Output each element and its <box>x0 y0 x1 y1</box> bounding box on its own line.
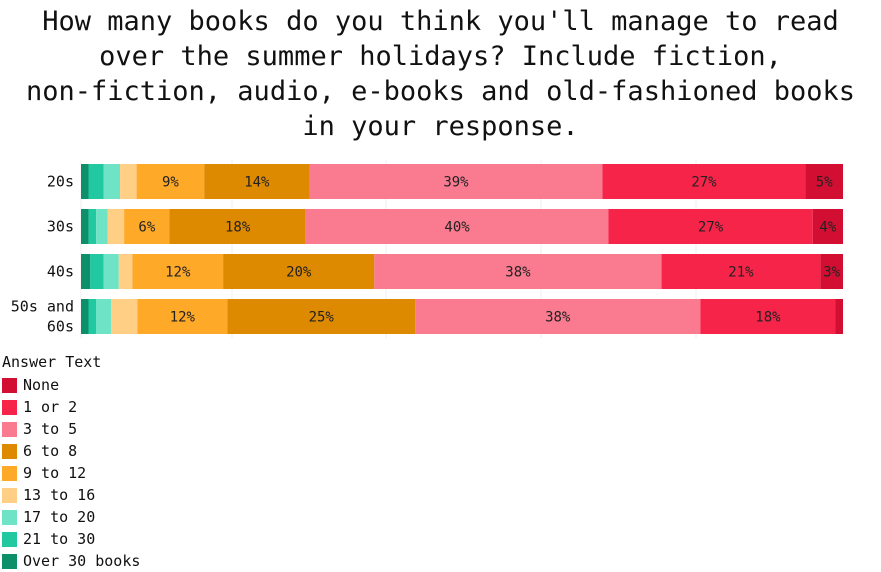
legend-label: 6 to 8 <box>23 442 78 460</box>
category-label: 50s and <box>11 298 74 316</box>
bar-segment <box>81 299 89 334</box>
bar-segment <box>90 254 104 289</box>
bar-segment <box>88 209 97 244</box>
legend-swatch <box>2 553 17 569</box>
data-label: 14% <box>244 175 270 191</box>
bar-segment <box>374 254 662 289</box>
bar-segment <box>118 254 133 289</box>
data-label: 27% <box>691 175 717 191</box>
bar-segment <box>812 209 843 244</box>
legend-label: 3 to 5 <box>23 420 78 438</box>
chart-title-line: over the summer holidays? Include fictio… <box>99 41 782 72</box>
bar-segment <box>81 209 89 244</box>
legend-title: Answer Text <box>2 353 102 371</box>
bar-segment <box>700 299 836 334</box>
legend-item[interactable]: 1 or 2 <box>2 396 140 418</box>
legend-swatch <box>2 443 17 459</box>
bar-segment <box>132 254 224 289</box>
bar-segment <box>204 164 310 199</box>
bar-segment <box>805 164 843 199</box>
bar-segment <box>137 299 228 334</box>
category-label: 40s <box>47 263 74 281</box>
data-label: 38% <box>545 310 571 326</box>
bar-segment <box>124 209 170 244</box>
bar-segment <box>608 209 813 244</box>
bar-segment <box>835 299 843 334</box>
data-label: 4% <box>819 220 836 236</box>
bar-segment <box>223 254 375 289</box>
data-label: 20% <box>286 265 312 281</box>
bar-segment <box>820 254 843 289</box>
legend-swatch <box>2 531 17 547</box>
bar-segment <box>111 299 138 334</box>
category-label: 30s <box>47 218 74 236</box>
chart-title-line: How many books do you think you'll manag… <box>42 6 839 37</box>
legend-label: 1 or 2 <box>23 398 78 416</box>
legend-swatch <box>2 509 17 525</box>
bar-segment <box>88 299 97 334</box>
data-label: 12% <box>170 310 196 326</box>
stacked-bar-plot: 9% 14% 39% 27% 5% 20s 6% 18% 40% 27% 4% 30s 12% 20% 38… <box>11 160 843 338</box>
data-label: 39% <box>443 175 469 191</box>
legend-label: 13 to 16 <box>23 486 96 504</box>
data-label: 6% <box>138 220 155 236</box>
category-label: 60s <box>47 318 74 336</box>
legend: Answer Text None 1 or 2 3 to 5 6 to 8 9 to 1… <box>2 352 140 572</box>
legend-swatch <box>2 421 17 437</box>
chart-title: How many books do you think you'll manag… <box>0 4 881 144</box>
chart-title-line: non-fiction, audio, e-books and old-fash… <box>25 76 856 107</box>
bar-segment <box>103 254 119 289</box>
bar-segment <box>120 164 137 199</box>
data-label: 3% <box>823 265 840 281</box>
bar-segment <box>227 299 416 334</box>
legend-item[interactable]: 13 to 16 <box>2 484 140 506</box>
bar-segment <box>107 209 125 244</box>
legend-label: 21 to 30 <box>23 530 96 548</box>
legend-label: Over 30 books <box>23 552 141 570</box>
legend-item[interactable]: 17 to 20 <box>2 506 140 528</box>
bar-segment <box>103 164 121 199</box>
legend-label: 17 to 20 <box>23 508 96 526</box>
legend-swatch <box>2 465 17 481</box>
bar-segment <box>96 209 108 244</box>
legend-item[interactable]: 6 to 8 <box>2 440 140 462</box>
bar-segment <box>309 164 603 199</box>
data-label: 27% <box>698 220 724 236</box>
legend-item[interactable]: None <box>2 374 140 396</box>
data-label: 5% <box>816 175 833 191</box>
legend-item[interactable]: 21 to 30 <box>2 528 140 550</box>
data-label: 12% <box>165 265 191 281</box>
data-label: 18% <box>755 310 781 326</box>
legend-swatch <box>2 487 17 503</box>
legend-label: 9 to 12 <box>23 464 87 482</box>
legend-item[interactable]: Over 30 books <box>2 550 140 572</box>
legend-swatch <box>2 399 17 415</box>
bar-segment <box>88 164 104 199</box>
category-label: 20s <box>47 173 74 191</box>
data-label: 40% <box>444 220 470 236</box>
data-label: 9% <box>162 175 179 191</box>
data-label: 25% <box>309 310 335 326</box>
legend-items: None 1 or 2 3 to 5 6 to 8 9 to 12 13 to 16 17 … <box>2 374 140 572</box>
legend-item[interactable]: 3 to 5 <box>2 418 140 440</box>
bar-segment <box>81 164 89 199</box>
bar-segment <box>661 254 821 289</box>
bar-segment <box>136 164 205 199</box>
bar-segment <box>415 299 701 334</box>
bar-segment <box>81 254 91 289</box>
bar-segment <box>169 209 306 244</box>
bar-segment <box>96 299 112 334</box>
legend-label: None <box>23 376 60 394</box>
bar-segment <box>602 164 806 199</box>
bar-segment <box>305 209 609 244</box>
data-label: 18% <box>225 220 251 236</box>
data-label: 21% <box>728 265 754 281</box>
legend-swatch <box>2 377 17 393</box>
chart-title-line: in your response. <box>302 111 579 142</box>
legend-item[interactable]: 9 to 12 <box>2 462 140 484</box>
data-label: 38% <box>505 265 531 281</box>
